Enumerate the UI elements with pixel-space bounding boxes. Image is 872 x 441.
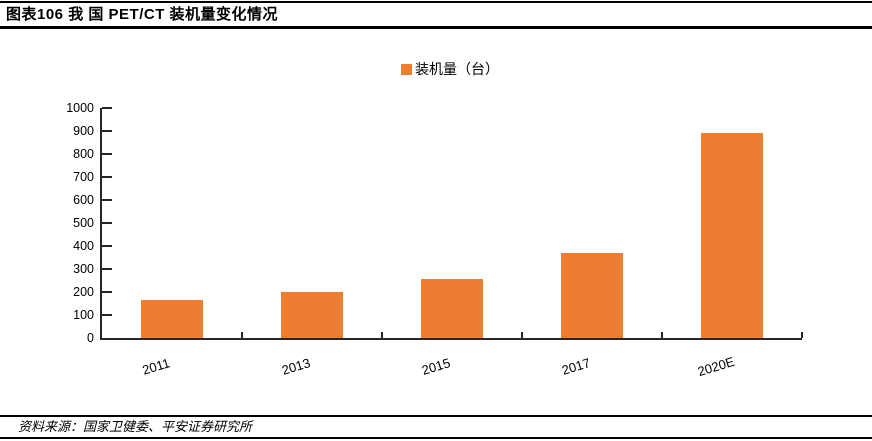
y-axis-tick xyxy=(102,107,112,109)
y-axis-tick-label: 400 xyxy=(73,238,94,253)
x-axis-tick-label: 2013 xyxy=(279,355,313,378)
y-axis-tick-label: 600 xyxy=(73,192,94,207)
y-axis-tick xyxy=(102,199,112,201)
y-axis-tick-label: 900 xyxy=(73,123,94,138)
legend-label: 装机量（台） xyxy=(415,61,499,77)
y-axis-tick xyxy=(102,314,112,316)
y-axis-tick xyxy=(102,291,112,293)
x-axis-labels: 2011 2013 2015 2017 2020E xyxy=(100,350,800,392)
y-axis-tick-label: 0 xyxy=(87,330,94,345)
bottom-rule xyxy=(0,437,872,439)
chart-header: 图表106 我 国 PET/CT 装机量变化情况 xyxy=(0,1,872,29)
bar-2020E xyxy=(701,133,763,338)
x-axis-tick xyxy=(801,332,803,338)
legend: 装机量（台） xyxy=(100,61,800,77)
y-axis-tick xyxy=(102,245,112,247)
y-axis-labels: 0 100 200 300 400 500 600 700 800 900 1000 xyxy=(0,101,94,345)
bar-2013 xyxy=(281,292,343,338)
y-axis-tick xyxy=(102,176,112,178)
x-axis-tick xyxy=(661,332,663,338)
bar-2015 xyxy=(421,279,483,338)
plot-area xyxy=(100,107,803,340)
y-axis-tick-label: 800 xyxy=(73,146,94,161)
bar-2017 xyxy=(561,252,623,338)
x-axis-tick-label: 2017 xyxy=(559,355,593,378)
y-axis-tick xyxy=(102,268,112,270)
y-axis-tick xyxy=(102,153,112,155)
y-axis-tick-label: 700 xyxy=(73,169,94,184)
x-axis-tick xyxy=(381,332,383,338)
y-axis-tick xyxy=(102,130,112,132)
x-axis-tick-label: 2011 xyxy=(140,355,172,378)
x-axis-tick xyxy=(521,332,523,338)
x-axis-tick-label: 2015 xyxy=(419,355,453,378)
y-axis-tick-label: 1000 xyxy=(66,100,94,115)
bar-2011 xyxy=(141,300,203,338)
y-axis-tick-label: 300 xyxy=(73,261,94,276)
y-axis-tick-label: 100 xyxy=(73,307,94,322)
chart-footer: 资料来源：国家卫健委、平安证券研究所 xyxy=(0,415,872,436)
x-axis-tick-label: 2020E xyxy=(695,353,737,380)
source-note: 资料来源：国家卫健委、平安证券研究所 xyxy=(18,419,253,434)
x-axis-tick xyxy=(241,332,243,338)
legend-color-swatch-icon xyxy=(401,63,412,75)
chart-title: 图表106 我 国 PET/CT 装机量变化情况 xyxy=(6,6,279,23)
y-axis-tick xyxy=(102,222,112,224)
y-axis-tick-label: 500 xyxy=(73,215,94,230)
y-axis-tick-label: 200 xyxy=(73,284,94,299)
